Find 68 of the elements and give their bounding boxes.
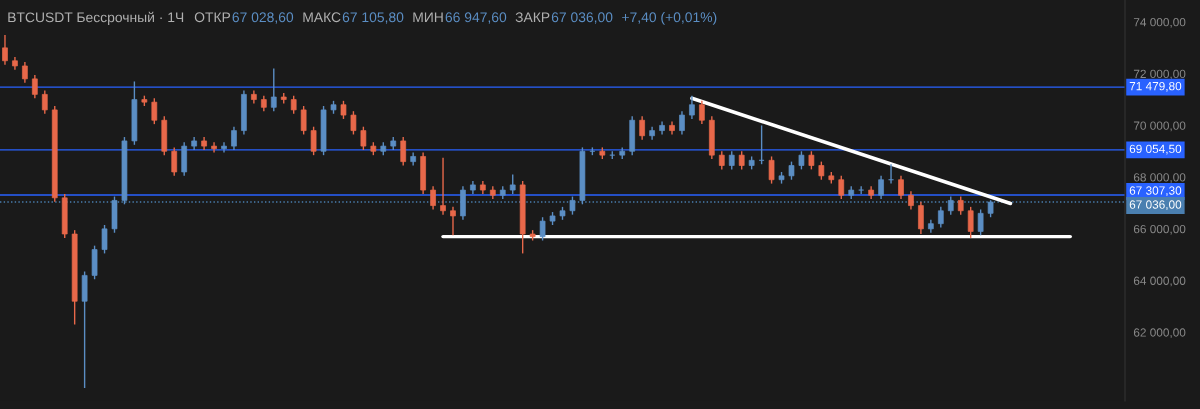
y-tick-label: 72 000,00 [1133,69,1186,80]
candlestick [967,206,974,239]
candlestick [728,150,735,171]
candlestick [918,201,924,235]
candlestick [977,208,984,237]
y-tick-label: 66 000,00 [1133,224,1186,235]
candlestick [509,173,516,195]
candlestick [221,141,227,154]
candlestick [539,216,546,242]
candlestick [340,100,347,120]
candlestick [171,146,178,177]
ref-line-label: 71 479,80 [1129,81,1182,92]
candlestick [818,160,825,181]
ref-line-label: 67 036,00 [1129,200,1182,211]
candlestick [430,185,436,211]
candlestick [400,136,407,167]
candlestick [858,185,865,195]
candlestick [440,157,446,216]
candlestick [718,150,725,171]
annotation: МАКС [303,12,341,23]
candlestick [32,74,38,99]
candlestick [798,150,805,171]
y-tick-label: 62 000,00 [1133,328,1186,339]
annotation: ЗАКР [515,12,550,23]
y-tick-label: 68 000,00 [1133,173,1186,183]
candlestick [937,206,944,229]
candlestick [300,105,307,136]
annotation: 67 036,00 [551,12,613,24]
candlestick [679,110,685,136]
candlestick [310,126,317,156]
y-tick-label: 70 000,00 [1133,121,1186,132]
candlestick [270,67,277,112]
text: BTCUSDT Бессрочный · 1Ч [8,11,184,25]
candlestick [788,160,795,181]
annotation: +7,40 (+0,01%) [622,11,717,25]
annotation: 67 105,80 [342,12,404,24]
candlestick [22,61,28,84]
y-tick-label: 74 000,00 [1133,18,1186,28]
candlestick [101,224,108,255]
candlestick [151,97,158,125]
candlestick [290,94,297,115]
candlestick [231,126,237,151]
y-tick-label: 64 000,00 [1133,276,1186,287]
annotation: 66 947,60 [445,12,507,24]
annotation: 67 028,60 [232,12,294,24]
candlestick [699,100,705,125]
candlestick [569,195,576,216]
candlestick [360,126,367,151]
ref-line-label: 67 307,30 [1129,186,1182,197]
annotation: МИН [413,12,443,22]
candlestick [768,155,775,185]
candlestick [878,175,884,200]
candlestick [689,94,695,120]
candlestick [639,115,645,141]
candlestick [908,190,914,211]
candlestick [808,150,815,171]
annotation: ОТКР [194,12,231,23]
candlestick [947,195,954,216]
candlestick [450,206,456,237]
candlestick [2,34,8,66]
candlestick [957,195,964,216]
candlestick [738,150,745,171]
candlestick [350,110,357,136]
candlestick [41,89,48,115]
candlestick [898,175,904,200]
candlestick [211,141,217,154]
ref-line-label: 69 054,50 [1129,144,1182,155]
candlestick [838,175,845,200]
